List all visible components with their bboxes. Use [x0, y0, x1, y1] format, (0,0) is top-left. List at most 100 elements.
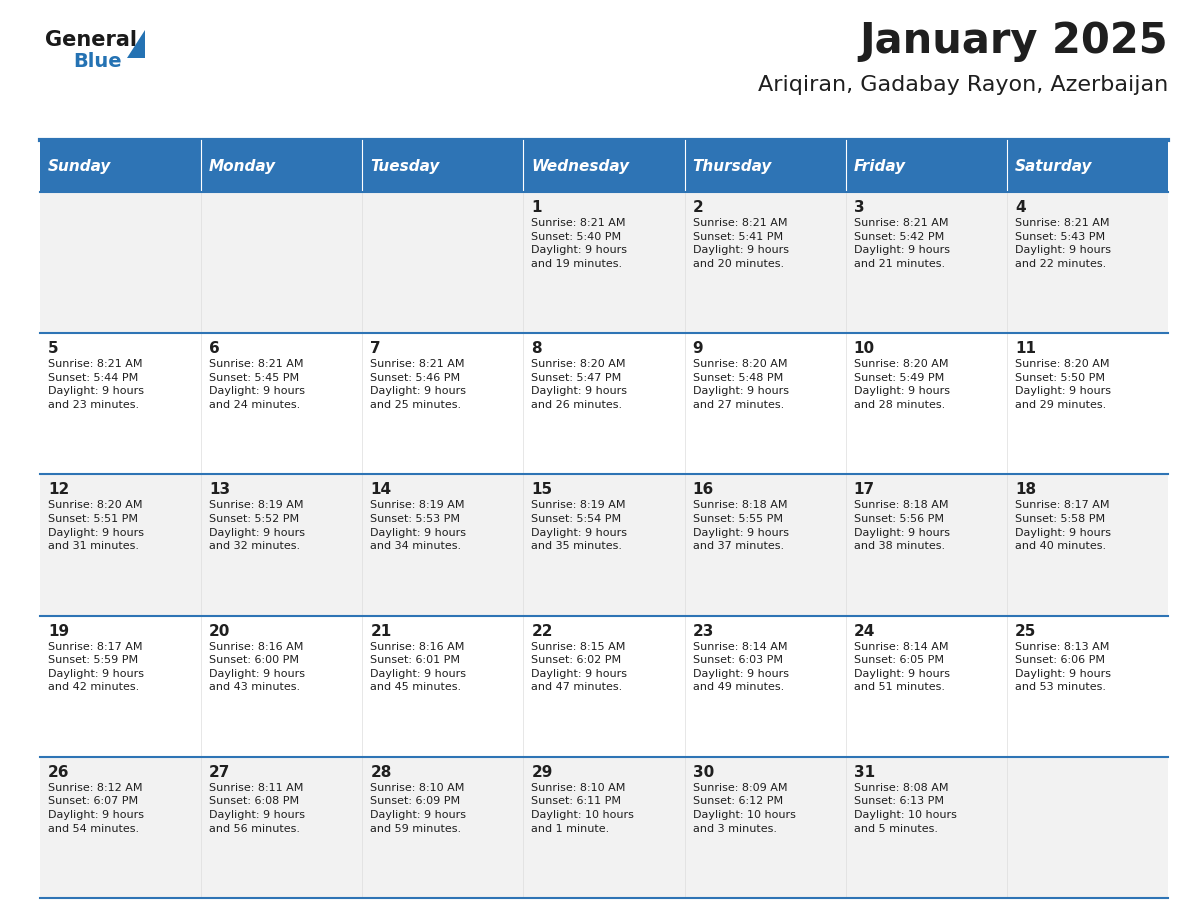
Text: 5: 5 [48, 341, 58, 356]
Text: 13: 13 [209, 482, 230, 498]
Text: 6: 6 [209, 341, 220, 356]
Text: Sunrise: 8:10 AM
Sunset: 6:09 PM
Daylight: 9 hours
and 59 minutes.: Sunrise: 8:10 AM Sunset: 6:09 PM Dayligh… [371, 783, 466, 834]
Text: 11: 11 [1015, 341, 1036, 356]
Text: 10: 10 [854, 341, 874, 356]
Text: 26: 26 [48, 765, 70, 779]
Bar [362, 756, 524, 898]
Text: Thursday: Thursday [693, 159, 772, 174]
Bar [846, 616, 1007, 756]
Bar [1007, 140, 1168, 192]
Text: 27: 27 [209, 765, 230, 779]
Text: 19: 19 [48, 623, 69, 639]
Text: Blue: Blue [72, 52, 121, 71]
Text: Saturday: Saturday [1015, 159, 1092, 174]
Text: 25: 25 [1015, 623, 1036, 639]
Bar [1007, 475, 1168, 616]
Text: Sunrise: 8:08 AM
Sunset: 6:13 PM
Daylight: 10 hours
and 5 minutes.: Sunrise: 8:08 AM Sunset: 6:13 PM Dayligh… [854, 783, 956, 834]
Bar [201, 140, 362, 192]
Bar [524, 616, 684, 756]
Bar [201, 475, 362, 616]
Text: 15: 15 [531, 482, 552, 498]
Text: 17: 17 [854, 482, 874, 498]
Text: 7: 7 [371, 341, 381, 356]
Text: 22: 22 [531, 623, 552, 639]
Bar [684, 475, 846, 616]
Text: Sunrise: 8:21 AM
Sunset: 5:43 PM
Daylight: 9 hours
and 22 minutes.: Sunrise: 8:21 AM Sunset: 5:43 PM Dayligh… [1015, 218, 1111, 269]
Bar [201, 333, 362, 475]
Text: Sunrise: 8:20 AM
Sunset: 5:48 PM
Daylight: 9 hours
and 27 minutes.: Sunrise: 8:20 AM Sunset: 5:48 PM Dayligh… [693, 359, 789, 410]
Text: Sunday: Sunday [48, 159, 112, 174]
Text: 16: 16 [693, 482, 714, 498]
Text: Wednesday: Wednesday [531, 159, 630, 174]
Bar [524, 140, 684, 192]
Text: Monday: Monday [209, 159, 277, 174]
Bar [362, 475, 524, 616]
Text: 23: 23 [693, 623, 714, 639]
Text: Sunrise: 8:21 AM
Sunset: 5:42 PM
Daylight: 9 hours
and 21 minutes.: Sunrise: 8:21 AM Sunset: 5:42 PM Dayligh… [854, 218, 949, 269]
Text: 14: 14 [371, 482, 391, 498]
Text: 29: 29 [531, 765, 552, 779]
Bar [846, 192, 1007, 333]
Text: 12: 12 [48, 482, 69, 498]
Bar [1007, 333, 1168, 475]
Text: Sunrise: 8:21 AM
Sunset: 5:41 PM
Daylight: 9 hours
and 20 minutes.: Sunrise: 8:21 AM Sunset: 5:41 PM Dayligh… [693, 218, 789, 269]
Text: 3: 3 [854, 200, 865, 215]
Text: Sunrise: 8:13 AM
Sunset: 6:06 PM
Daylight: 9 hours
and 53 minutes.: Sunrise: 8:13 AM Sunset: 6:06 PM Dayligh… [1015, 642, 1111, 692]
Bar [40, 756, 201, 898]
Bar [524, 333, 684, 475]
Text: Sunrise: 8:12 AM
Sunset: 6:07 PM
Daylight: 9 hours
and 54 minutes.: Sunrise: 8:12 AM Sunset: 6:07 PM Dayligh… [48, 783, 144, 834]
Text: 9: 9 [693, 341, 703, 356]
Bar [40, 192, 201, 333]
Text: Sunrise: 8:20 AM
Sunset: 5:51 PM
Daylight: 9 hours
and 31 minutes.: Sunrise: 8:20 AM Sunset: 5:51 PM Dayligh… [48, 500, 144, 551]
Bar [846, 475, 1007, 616]
Text: Tuesday: Tuesday [371, 159, 440, 174]
Bar [1007, 616, 1168, 756]
Polygon shape [127, 30, 145, 58]
Bar [201, 192, 362, 333]
Text: Sunrise: 8:09 AM
Sunset: 6:12 PM
Daylight: 10 hours
and 3 minutes.: Sunrise: 8:09 AM Sunset: 6:12 PM Dayligh… [693, 783, 796, 834]
Text: Sunrise: 8:14 AM
Sunset: 6:03 PM
Daylight: 9 hours
and 49 minutes.: Sunrise: 8:14 AM Sunset: 6:03 PM Dayligh… [693, 642, 789, 692]
Text: 1: 1 [531, 200, 542, 215]
Text: Sunrise: 8:21 AM
Sunset: 5:40 PM
Daylight: 9 hours
and 19 minutes.: Sunrise: 8:21 AM Sunset: 5:40 PM Dayligh… [531, 218, 627, 269]
Bar [524, 475, 684, 616]
Bar [40, 333, 201, 475]
Bar [40, 140, 201, 192]
Text: 30: 30 [693, 765, 714, 779]
Bar [684, 140, 846, 192]
Text: Sunrise: 8:21 AM
Sunset: 5:45 PM
Daylight: 9 hours
and 24 minutes.: Sunrise: 8:21 AM Sunset: 5:45 PM Dayligh… [209, 359, 305, 410]
Text: Sunrise: 8:10 AM
Sunset: 6:11 PM
Daylight: 10 hours
and 1 minute.: Sunrise: 8:10 AM Sunset: 6:11 PM Dayligh… [531, 783, 634, 834]
Bar [684, 756, 846, 898]
Bar [524, 756, 684, 898]
Text: Sunrise: 8:17 AM
Sunset: 5:58 PM
Daylight: 9 hours
and 40 minutes.: Sunrise: 8:17 AM Sunset: 5:58 PM Dayligh… [1015, 500, 1111, 551]
Text: 20: 20 [209, 623, 230, 639]
Text: Sunrise: 8:20 AM
Sunset: 5:50 PM
Daylight: 9 hours
and 29 minutes.: Sunrise: 8:20 AM Sunset: 5:50 PM Dayligh… [1015, 359, 1111, 410]
Text: 31: 31 [854, 765, 874, 779]
Text: Sunrise: 8:20 AM
Sunset: 5:47 PM
Daylight: 9 hours
and 26 minutes.: Sunrise: 8:20 AM Sunset: 5:47 PM Dayligh… [531, 359, 627, 410]
Bar [846, 140, 1007, 192]
Text: Sunrise: 8:18 AM
Sunset: 5:56 PM
Daylight: 9 hours
and 38 minutes.: Sunrise: 8:18 AM Sunset: 5:56 PM Dayligh… [854, 500, 949, 551]
Text: Sunrise: 8:21 AM
Sunset: 5:46 PM
Daylight: 9 hours
and 25 minutes.: Sunrise: 8:21 AM Sunset: 5:46 PM Dayligh… [371, 359, 466, 410]
Text: General: General [45, 30, 137, 50]
Bar [1007, 192, 1168, 333]
Bar [362, 616, 524, 756]
Bar [201, 756, 362, 898]
Text: 2: 2 [693, 200, 703, 215]
Bar [362, 192, 524, 333]
Text: 4: 4 [1015, 200, 1025, 215]
Text: Sunrise: 8:14 AM
Sunset: 6:05 PM
Daylight: 9 hours
and 51 minutes.: Sunrise: 8:14 AM Sunset: 6:05 PM Dayligh… [854, 642, 949, 692]
Bar [201, 616, 362, 756]
Text: 28: 28 [371, 765, 392, 779]
Text: Sunrise: 8:16 AM
Sunset: 6:00 PM
Daylight: 9 hours
and 43 minutes.: Sunrise: 8:16 AM Sunset: 6:00 PM Dayligh… [209, 642, 305, 692]
Text: Ariqiran, Gadabay Rayon, Azerbaijan: Ariqiran, Gadabay Rayon, Azerbaijan [758, 75, 1168, 95]
Text: Sunrise: 8:20 AM
Sunset: 5:49 PM
Daylight: 9 hours
and 28 minutes.: Sunrise: 8:20 AM Sunset: 5:49 PM Dayligh… [854, 359, 949, 410]
Text: 24: 24 [854, 623, 876, 639]
Bar [684, 333, 846, 475]
Bar [1007, 756, 1168, 898]
Text: Sunrise: 8:19 AM
Sunset: 5:52 PM
Daylight: 9 hours
and 32 minutes.: Sunrise: 8:19 AM Sunset: 5:52 PM Dayligh… [209, 500, 305, 551]
Text: 21: 21 [371, 623, 392, 639]
Text: January 2025: January 2025 [859, 20, 1168, 62]
Text: Sunrise: 8:21 AM
Sunset: 5:44 PM
Daylight: 9 hours
and 23 minutes.: Sunrise: 8:21 AM Sunset: 5:44 PM Dayligh… [48, 359, 144, 410]
Bar [846, 333, 1007, 475]
Bar [40, 475, 201, 616]
Bar [362, 333, 524, 475]
